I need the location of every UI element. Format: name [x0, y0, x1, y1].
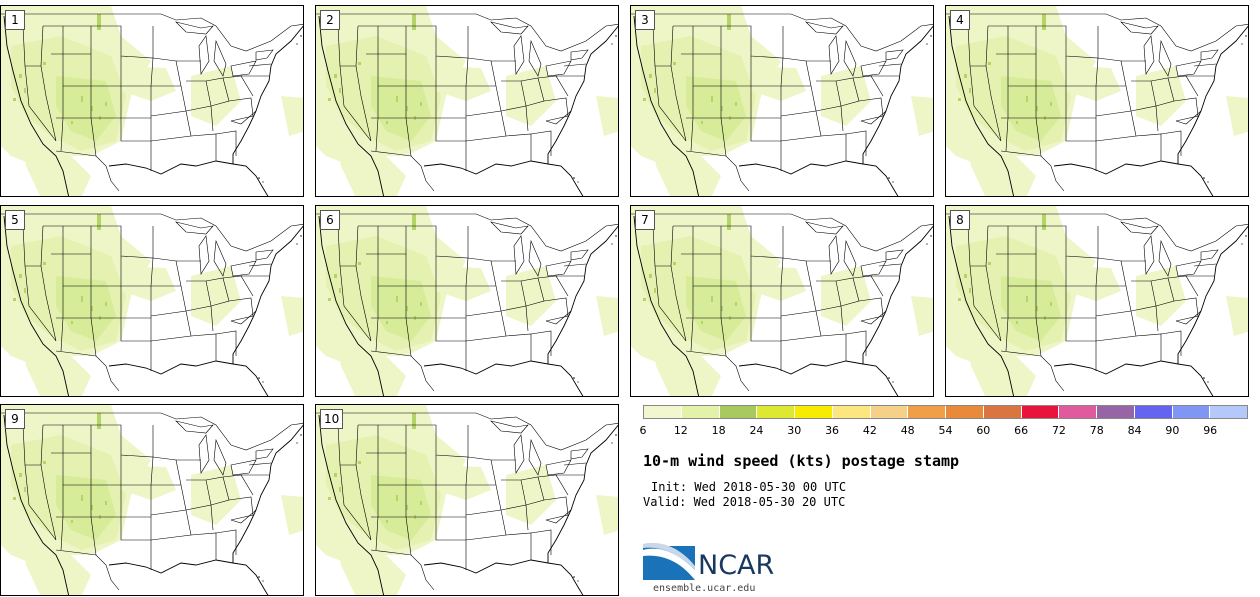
colorbar-segment-7	[870, 406, 909, 418]
member-panel-7: 7	[630, 205, 934, 397]
member-panel-6: 6	[315, 205, 619, 397]
map-2	[316, 6, 618, 196]
map-7	[631, 206, 933, 396]
ncar-logo: NCAR	[643, 540, 793, 584]
member-label: 10	[320, 409, 344, 429]
colorbar-segment-12	[1059, 406, 1097, 418]
member-panel-10: 10	[315, 404, 619, 596]
colorbar-tick-label: 30	[787, 424, 802, 437]
colorbar-tick-label: 66	[1014, 424, 1029, 437]
colorbar-segment-9	[946, 406, 984, 418]
map-8	[946, 206, 1248, 396]
member-label: 6	[320, 210, 340, 230]
colorbar-segment-10	[983, 406, 1022, 418]
map-4	[946, 6, 1248, 196]
colorbar-segment-13	[1097, 406, 1135, 418]
member-label: 3	[635, 10, 655, 30]
member-panel-9: 9	[0, 404, 304, 596]
member-panel-3: 3	[630, 5, 934, 197]
colorbar-segment-1	[644, 406, 682, 418]
member-label: 4	[950, 10, 970, 30]
colorbar-segment-11	[1021, 406, 1060, 418]
colorbar-tick-label: 78	[1089, 424, 1104, 437]
member-panel-2: 2	[315, 5, 619, 197]
colorbar-segment-14	[1134, 406, 1173, 418]
colorbar-segment-16	[1210, 406, 1247, 418]
member-panel-5: 5	[0, 205, 304, 397]
member-label: 2	[320, 10, 340, 30]
colorbar-tick-label: 12	[673, 424, 688, 437]
plot-title: 10-m wind speed (kts) postage stamp	[643, 452, 960, 470]
colorbar-segment-15	[1172, 406, 1211, 418]
member-label: 9	[5, 409, 25, 429]
colorbar-ticks: 6 12 18 24 30 36 42 48 54 60 66 72 78 84 90 96	[639, 424, 1248, 438]
map-9	[1, 405, 303, 595]
map-1	[1, 6, 303, 196]
member-panel-4: 4	[945, 5, 1249, 197]
member-label: 8	[950, 210, 970, 230]
colorbar-tick-label: 96	[1203, 424, 1218, 437]
colorbar-tick-label: 42	[862, 424, 877, 437]
colorbar-segment-6	[832, 406, 871, 418]
colorbar-segment-8	[908, 406, 946, 418]
colorbar-tick-label: 36	[825, 424, 840, 437]
map-6	[316, 206, 618, 396]
valid-time: Valid: Wed 2018-05-30 20 UTC	[643, 495, 846, 509]
map-3	[631, 6, 933, 196]
colorbar-tick-label: 54	[938, 424, 953, 437]
map-5	[1, 206, 303, 396]
colorbar-tick-label: 6	[639, 424, 647, 437]
colorbar-tick-label: 72	[1051, 424, 1066, 437]
map-10	[316, 405, 618, 595]
init-time: Init: Wed 2018-05-30 00 UTC	[651, 480, 847, 494]
member-panel-8: 8	[945, 205, 1249, 397]
colorbar-segment-2	[681, 406, 720, 418]
colorbar-segment-5	[795, 406, 833, 418]
colorbar	[643, 405, 1248, 419]
member-label: 5	[5, 210, 25, 230]
member-label: 1	[5, 10, 25, 30]
colorbar-tick-label: 60	[976, 424, 991, 437]
logo-url: ensemble.ucar.edu	[653, 583, 756, 594]
colorbar-tick-label: 24	[749, 424, 764, 437]
colorbar-tick-label: 84	[1127, 424, 1142, 437]
colorbar-segment-3	[719, 406, 758, 418]
colorbar-tick-label: 48	[900, 424, 915, 437]
colorbar-segment-4	[757, 406, 795, 418]
member-panel-1: 1	[0, 5, 304, 197]
ncar-swoosh-icon	[643, 542, 695, 580]
colorbar-tick-label: 18	[711, 424, 726, 437]
logo-wordmark: NCAR	[698, 550, 775, 581]
member-label: 7	[635, 210, 655, 230]
colorbar-tick-label: 90	[1165, 424, 1180, 437]
